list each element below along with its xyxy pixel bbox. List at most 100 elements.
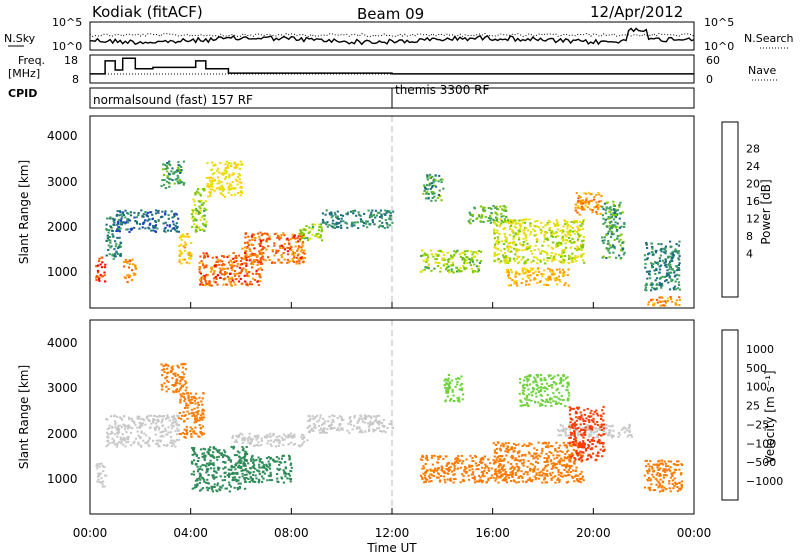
scatter-region-6: [241, 454, 293, 484]
noise-traces: [89, 27, 695, 46]
cpid-segment-2: themis 3300 RF: [395, 83, 489, 97]
xtick-label-0: 00:00: [73, 526, 108, 540]
scatter-region-19: [643, 240, 681, 292]
scatter-region-10: [298, 223, 324, 242]
power-ylabel: Slant Range [km]: [17, 160, 31, 264]
power-cbar-frame: [721, 121, 739, 298]
power-cbar-tick-3: 16: [746, 195, 760, 208]
scatter-region-6: [190, 187, 208, 233]
power-cbar-tick-1: 24: [746, 160, 760, 173]
power-cbar-tick-0: 28: [746, 142, 760, 155]
scatter-region-11: [321, 209, 395, 230]
vel-cbar-tick-3: 25: [746, 400, 760, 413]
scatter-region-18: [601, 200, 626, 260]
noise-search-trace: [89, 32, 695, 38]
x-axis-label: Time UT: [366, 541, 417, 554]
scatter-region-8: [198, 251, 264, 287]
scatter-region-15: [493, 218, 586, 265]
scatter-region-5: [178, 233, 193, 265]
noise-left-tick-top: 10^5: [52, 16, 82, 29]
scatter-region-2: [160, 362, 188, 394]
xtick-label-1: 04:00: [173, 526, 208, 540]
scatter-region-20: [647, 296, 681, 307]
velocity-ylabel: Slant Range [km]: [17, 365, 31, 469]
velocity-colorbar: 1000 500 100 25 −25 −100 −500 −1000: [721, 329, 783, 501]
vel-cbar-tick-1: 500: [746, 362, 767, 375]
scatter-region-14: [467, 205, 508, 225]
velocity-colorbar-label: Velocity [m s⁻¹]: [763, 370, 777, 463]
power-panel: [89, 115, 695, 309]
noise-left-tick-bottom: 10^0: [52, 40, 82, 53]
freq-label-2: [MHz]: [8, 67, 40, 80]
x-axis: 00:00 04:00 08:00 12:00 16:00 20:00 00:00: [73, 302, 712, 540]
power-cbar-tick-2: 20: [746, 177, 760, 190]
scatter-region-13: [568, 405, 606, 462]
power-colorbar-label: Power [dB]: [759, 179, 773, 244]
frequency-panel: Freq. [MHz] 18 8 60 0 Nave: [8, 54, 778, 86]
power-y-axis: 4000 3000 2000 1000: [47, 129, 78, 279]
scatter-region-7: [205, 160, 244, 198]
frequency-trace: [90, 57, 694, 75]
power-scatter: [95, 160, 681, 307]
xtick-label-5: 20:00: [576, 526, 611, 540]
vel-cbar-tick-0: 1000: [746, 343, 774, 356]
scatter-region-0: [95, 256, 107, 283]
scatter-region-10: [492, 441, 586, 484]
scatter-region-16: [505, 267, 570, 287]
vel-cbar-tick-5: −100: [746, 437, 776, 450]
velocity-y-axis: 4000 3000 2000 1000: [47, 336, 78, 486]
nave-label: Nave: [748, 64, 776, 77]
cpid-label: CPID: [8, 87, 37, 100]
power-ytick-2000: 2000: [47, 220, 78, 234]
vel-ytick-3000: 3000: [47, 381, 78, 395]
vel-cbar-tick-4: −25: [746, 418, 769, 431]
power-colorbar: 28 24 20 16 12 8 4: [721, 121, 760, 298]
scatter-region-5: [231, 432, 309, 448]
vel-ytick-2000: 2000: [47, 427, 78, 441]
scatter-region-1: [105, 414, 181, 448]
scatter-region-3: [115, 209, 180, 233]
xtick-label-4: 16:00: [475, 526, 510, 540]
noise-sky-label: N.Sky: [4, 32, 36, 45]
scatter-region-8: [443, 374, 465, 403]
freq-tick-top: 18: [64, 54, 78, 67]
noise-right-tick-bottom: 10^0: [704, 40, 734, 53]
vel-cbar-tick-2: 100: [746, 381, 767, 394]
scatter-region-12: [422, 173, 445, 202]
scatter-region-9: [419, 454, 507, 484]
power-cbar-tick-6: 4: [746, 247, 753, 260]
vel-cbar-tick-6: −500: [746, 456, 776, 469]
scatter-region-14: [643, 459, 684, 493]
power-ytick-4000: 4000: [47, 129, 78, 143]
scatter-region-1: [105, 213, 123, 260]
scatter-region-17: [574, 191, 603, 216]
vel-cbar-tick-7: −1000: [746, 475, 783, 488]
scatter-region-7: [306, 414, 394, 434]
power-cbar-tick-5: 8: [746, 230, 753, 243]
scatter-region-13: [419, 249, 483, 274]
xtick-label-3: 12:00: [375, 526, 410, 540]
cpid-strip: CPID normalsound (fast) 157 RF themis 33…: [8, 83, 695, 109]
power-cbar-tick-4: 12: [746, 212, 760, 225]
cpid-segment-1: normalsound (fast) 157 RF: [93, 93, 253, 107]
beam-title: Beam 09: [357, 5, 424, 23]
power-ytick-3000: 3000: [47, 175, 78, 189]
vel-ytick-1000: 1000: [47, 472, 78, 486]
noise-panel: N.Sky 10^5 10^0 10^5 10^0 N.Search: [4, 16, 794, 53]
noise-sky-trace: [90, 27, 695, 46]
vel-ytick-4000: 4000: [47, 336, 78, 350]
scatter-region-3: [178, 392, 206, 439]
noise-right-tick-top: 10^5: [704, 16, 734, 29]
scatter-region-9: [241, 231, 306, 265]
xtick-label-2: 08:00: [274, 526, 309, 540]
nave-tick-top: 60: [706, 54, 720, 67]
velocity-scatter: [95, 362, 684, 493]
vel-cbar-frame: [721, 329, 739, 501]
velocity-panel: [89, 319, 695, 515]
scatter-region-4: [190, 445, 249, 493]
radar-title: Kodiak (fitACF): [92, 3, 203, 21]
xtick-label-6: 00:00: [677, 526, 712, 540]
nave-tick-bottom: 0: [706, 73, 713, 86]
freq-label-1: Freq.: [18, 54, 45, 67]
